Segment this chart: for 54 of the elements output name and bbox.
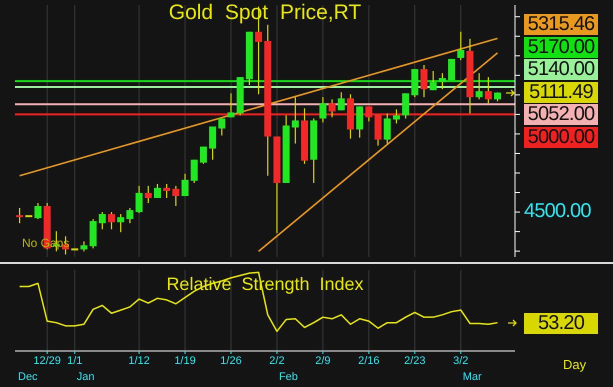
x-tick-label: 1/12 (128, 354, 150, 367)
candlestick (384, 112, 391, 144)
candlestick (108, 211, 116, 230)
text: 53.20 (524, 312, 598, 334)
candlestick (154, 183, 161, 199)
candlestick (218, 118, 226, 136)
text: 5315.46 (524, 13, 598, 35)
candlestick (80, 240, 88, 252)
candlestick (98, 211, 106, 230)
ref-line-label: 5140.00 (524, 58, 598, 80)
x-tick-label: 2/23 (404, 354, 426, 367)
candlestick (457, 31, 464, 61)
candlestick (182, 173, 189, 197)
x-tick-label: 1/26 (220, 354, 242, 367)
candlestick (117, 213, 124, 233)
text: Jan (76, 371, 94, 383)
candlestick (136, 185, 143, 214)
text: Feb (278, 371, 298, 383)
text: 5111.49 (524, 80, 598, 102)
candlestick (356, 106, 364, 138)
ref-line-label: 5170.00 (524, 36, 598, 58)
candlestick (126, 207, 134, 224)
candlestick (338, 92, 345, 111)
x-tick-label: 2/16 (358, 354, 380, 367)
x-tick-label: 1/19 (174, 354, 196, 367)
candlestick (190, 159, 198, 184)
candlestick (292, 96, 299, 144)
candlestick (34, 202, 42, 220)
ref-line-label: 5000.00 (524, 126, 598, 148)
candlestick (172, 185, 180, 207)
candlestick (227, 92, 234, 118)
x-tick-label: 2/9 (315, 354, 331, 367)
x-tick-label: 1/1 (67, 354, 82, 367)
text: Mar (462, 371, 482, 383)
candlestick (16, 207, 24, 224)
x-tick-label: 12/29 (33, 354, 61, 367)
candlestick (209, 126, 216, 160)
candlestick (438, 72, 446, 90)
candlestick (430, 70, 437, 91)
text: Dec (18, 371, 38, 383)
candlestick (420, 64, 428, 98)
x-tick-label: 2/2 (269, 354, 285, 367)
candlestick (200, 146, 207, 164)
text: 4500.00 (524, 200, 591, 223)
candlestick (476, 72, 483, 100)
candlestick (163, 183, 170, 199)
text: Day (563, 357, 586, 372)
candlestick (319, 96, 326, 124)
candlestick (144, 185, 152, 204)
ref-line-label: 5052.00 (524, 103, 598, 125)
candlestick (402, 92, 410, 120)
candlestick (484, 76, 492, 104)
x-tick-label: 3/2 (453, 354, 468, 367)
candlestick (392, 108, 400, 124)
